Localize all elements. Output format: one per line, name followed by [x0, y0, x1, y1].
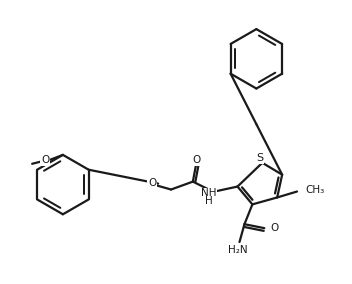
Text: H₂N: H₂N	[228, 245, 247, 255]
Text: NH: NH	[201, 189, 216, 199]
Text: H: H	[205, 197, 213, 206]
Text: CH₃: CH₃	[305, 185, 324, 195]
Text: O: O	[41, 155, 49, 165]
Text: O: O	[148, 178, 156, 188]
Text: S: S	[256, 153, 263, 163]
Text: O: O	[270, 223, 278, 233]
Text: O: O	[193, 155, 201, 165]
